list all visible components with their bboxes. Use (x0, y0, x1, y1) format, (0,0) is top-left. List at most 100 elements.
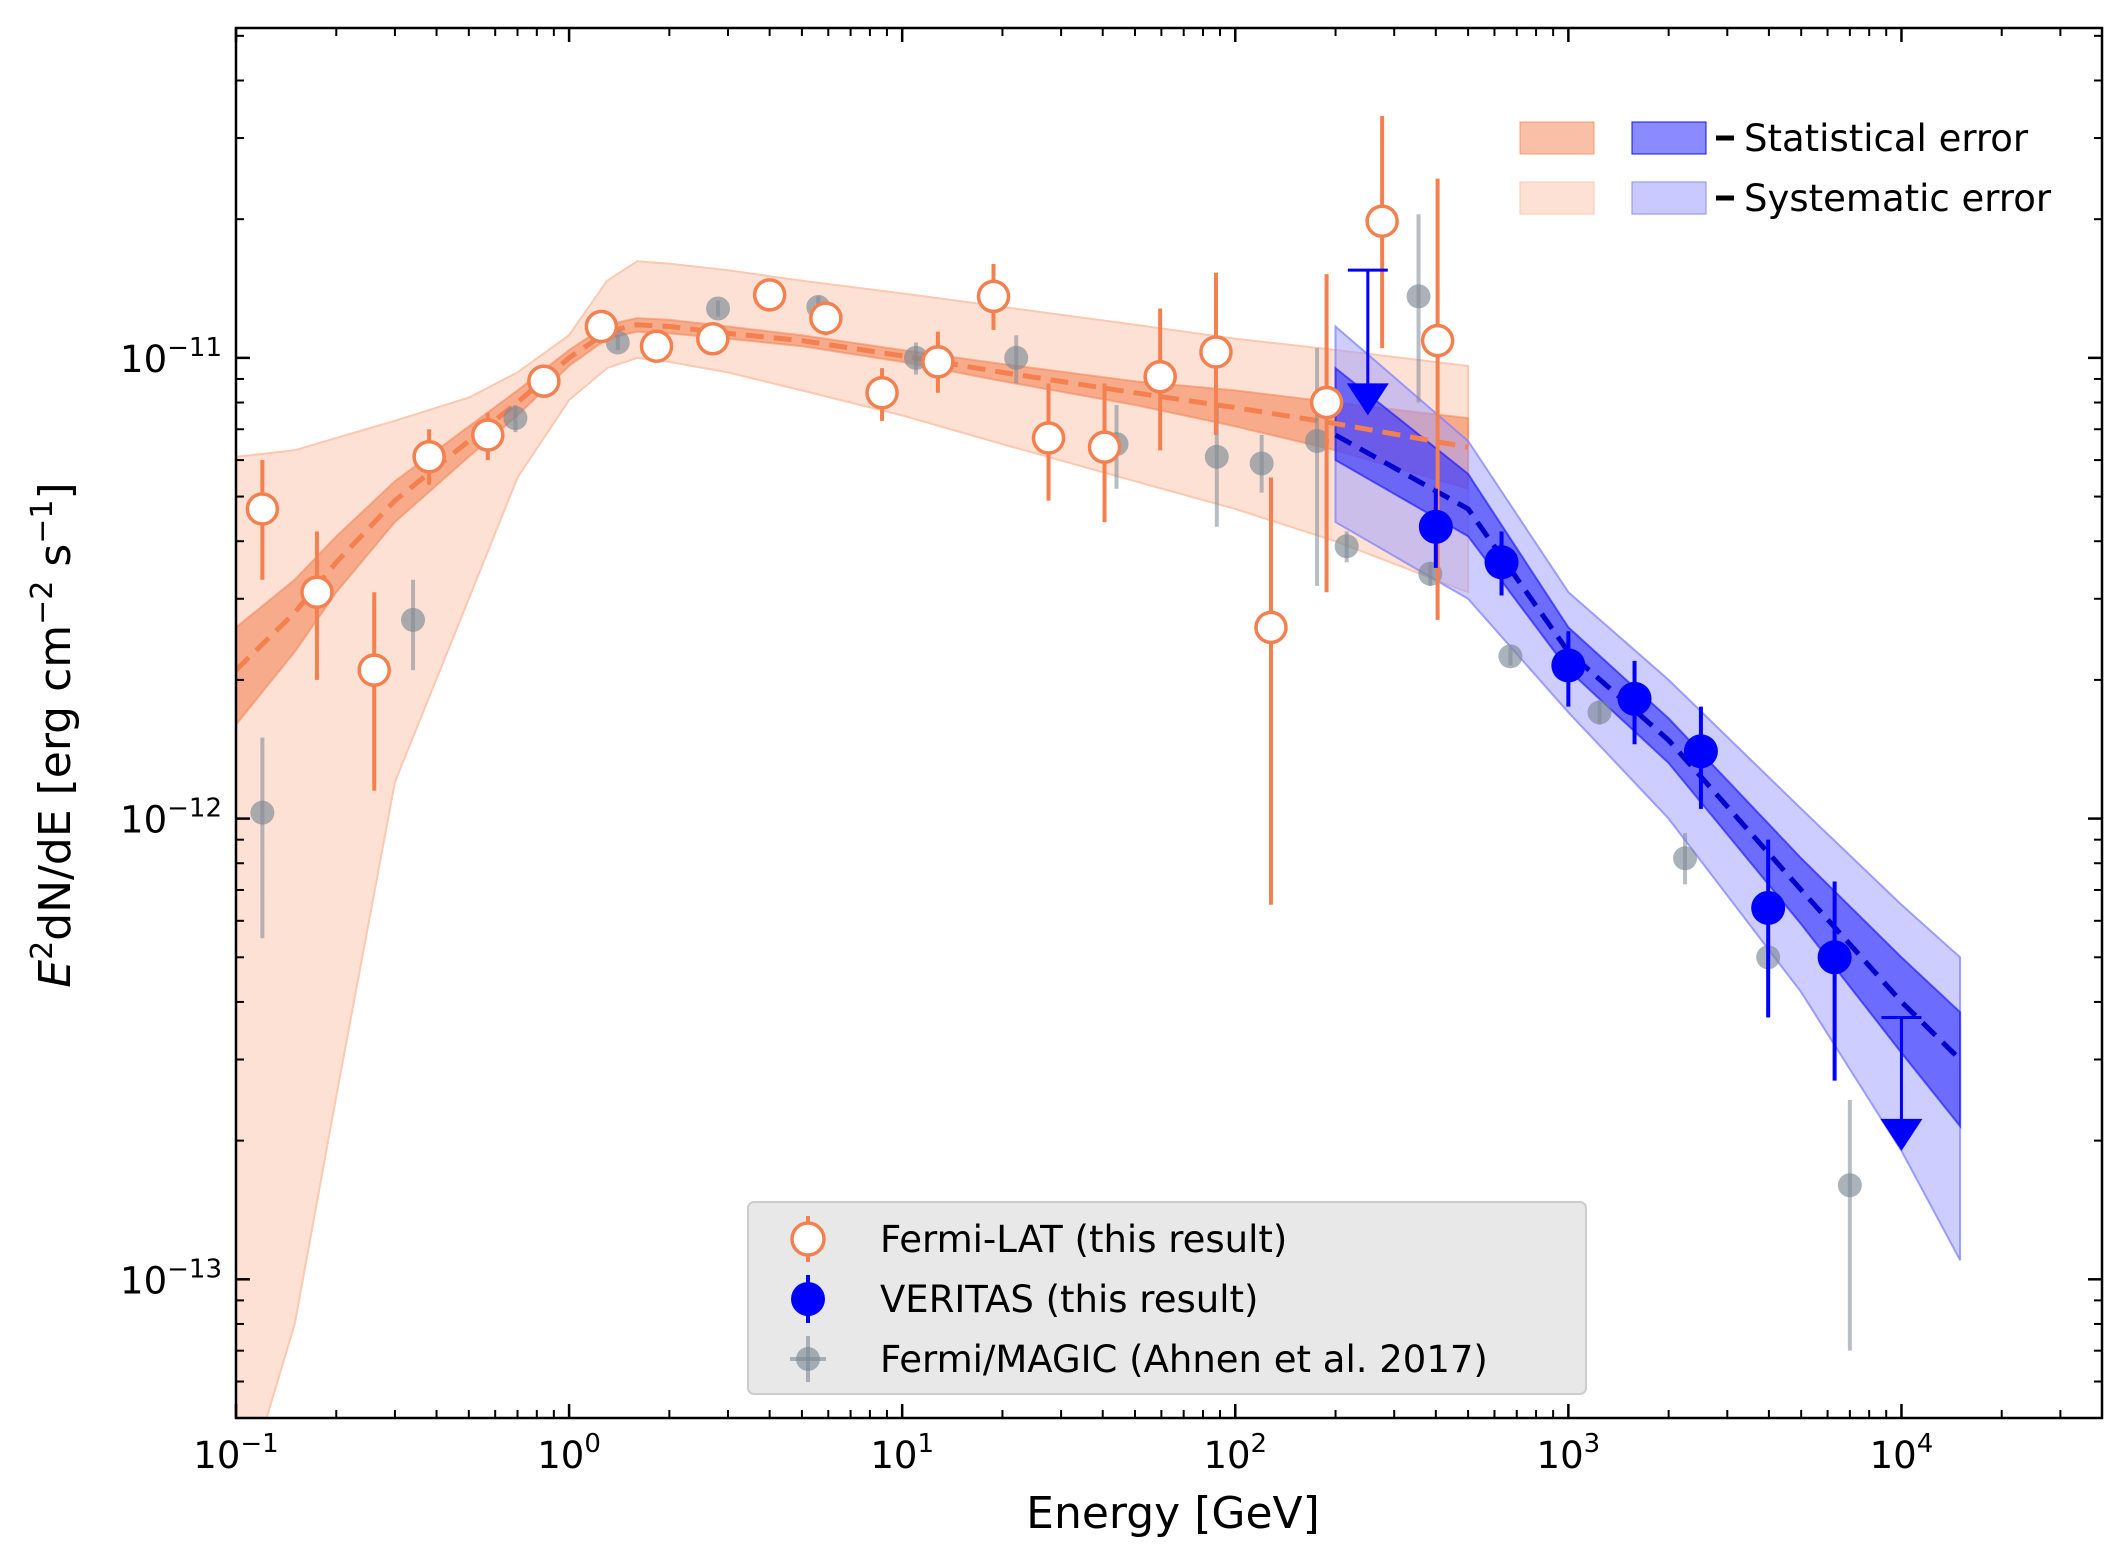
fermi-point (1143, 308, 1177, 451)
magic-point (1837, 1100, 1862, 1351)
fermi-point (412, 429, 446, 485)
fermi-marker (527, 364, 561, 398)
fermi-point (865, 368, 899, 421)
fermi-point (809, 301, 843, 336)
magic-point (1406, 214, 1431, 403)
magic-marker (250, 800, 275, 825)
legend-marker-veritas (791, 1282, 825, 1316)
legend-box (747, 1201, 1587, 1395)
fermi-marker (639, 329, 674, 363)
fermi-point (1254, 477, 1288, 905)
fermi-point (752, 278, 787, 312)
y-tick-label: 10−13 (120, 1254, 222, 1302)
fermi-marker (300, 575, 334, 609)
magic-point (503, 405, 528, 433)
x-tick-labels: 10−1 100 101 102 103 104 (193, 1429, 1933, 1477)
fermi-point (639, 329, 674, 363)
x-tick-label: 103 (1537, 1429, 1601, 1477)
veritas-point (1551, 631, 1586, 707)
legend-marker-fermi (790, 1221, 826, 1257)
veritas-upper-limit (1880, 1016, 1923, 1151)
magic-marker (503, 406, 528, 431)
magic-point (1305, 348, 1330, 586)
magic-marker (1837, 1173, 1862, 1198)
fermi-marker (1143, 359, 1177, 394)
band-legend-veritas-stat (1631, 121, 1707, 155)
fermi-marker (245, 492, 280, 526)
legend: Fermi-LAT (this result) VERITAS (this re… (747, 1201, 1587, 1395)
fermi-point (584, 309, 619, 344)
fermi-point (300, 531, 334, 680)
fermi-marker (696, 322, 730, 356)
fermi-point (976, 263, 1011, 330)
fermi-point (1199, 272, 1233, 436)
y-tick-labels: 10−13 10−12 10−11 (120, 333, 222, 1302)
magic-point (401, 579, 426, 671)
fermi-marker (976, 279, 1011, 314)
veritas-marker (1817, 940, 1852, 975)
magic-point (1004, 335, 1029, 384)
veritas-point (1617, 660, 1652, 745)
y-tick-label: 10−11 (120, 333, 222, 381)
magic-marker (706, 296, 731, 321)
fermi-point (471, 412, 505, 461)
magic-marker (1673, 846, 1698, 871)
band-legend-sys-label: Systematic error (1744, 177, 2052, 220)
magic-point (1498, 644, 1523, 669)
magic-point (1249, 435, 1274, 493)
data-points (245, 115, 1923, 1351)
fermi-marker (357, 653, 391, 687)
fermi-marker (752, 278, 787, 312)
veritas-marker (1683, 734, 1718, 769)
upper-limit-arrow (1880, 1118, 1923, 1151)
axis-ticks (234, 28, 2103, 1419)
fermi-marker (1254, 610, 1288, 645)
veritas-marker (1751, 890, 1786, 925)
fermi-marker (921, 345, 955, 379)
magic-marker (1587, 700, 1612, 725)
veritas-marker (1418, 509, 1453, 544)
magic-marker (1004, 345, 1029, 370)
veritas-marker (1551, 648, 1586, 683)
magic-point (250, 737, 275, 939)
y-axis-label: E2dN/dE [erg cm−2 s−1] (25, 482, 81, 987)
veritas-point (1683, 706, 1718, 809)
x-axis-label: Energy [GeV] (1026, 1488, 1320, 1539)
fermi-point (921, 331, 955, 393)
fermi-point (527, 364, 561, 398)
fermi-marker (412, 440, 446, 474)
y-tick-label: 10−12 (120, 794, 222, 842)
fermi-marker (1420, 323, 1455, 358)
band-legend: Statistical error Systematic error (1519, 117, 2052, 220)
fermi-marker (1199, 335, 1233, 369)
legend-marker-magic (796, 1347, 820, 1371)
fermi-point (1087, 383, 1122, 523)
band-legend-fermi-stat (1519, 121, 1595, 155)
veritas-marker (1617, 681, 1652, 716)
veritas-point (1484, 531, 1519, 596)
magic-marker (1406, 284, 1431, 309)
fermi-marker (1309, 385, 1344, 420)
fermi-point (696, 322, 730, 356)
legend-label-magic: Fermi/MAGIC (Ahnen et al. 2017) (880, 1338, 1488, 1381)
fermi-marker (809, 301, 843, 335)
magic-marker (1204, 444, 1229, 469)
magic-point (706, 296, 731, 321)
veritas-marker (1484, 545, 1519, 580)
magic-point (1673, 833, 1698, 885)
legend-entry-fermi: Fermi-LAT (this result) (790, 1216, 1287, 1262)
veritas-upper-limit (1346, 268, 1389, 416)
veritas-point (1817, 881, 1852, 1081)
band-legend-stat-label: Statistical error (1744, 117, 2029, 160)
x-tick-label: 104 (1870, 1429, 1934, 1477)
fermi-marker (865, 376, 899, 410)
fermi-point (1309, 274, 1344, 593)
fermi-point (1031, 383, 1066, 501)
fermi-point (245, 460, 280, 580)
magic-marker (1249, 451, 1274, 476)
magic-marker (1334, 534, 1359, 559)
magic-point (1334, 531, 1359, 563)
model-lines (236, 322, 1962, 1062)
x-tick-label: 101 (870, 1429, 934, 1477)
fermi-marker (471, 418, 505, 452)
